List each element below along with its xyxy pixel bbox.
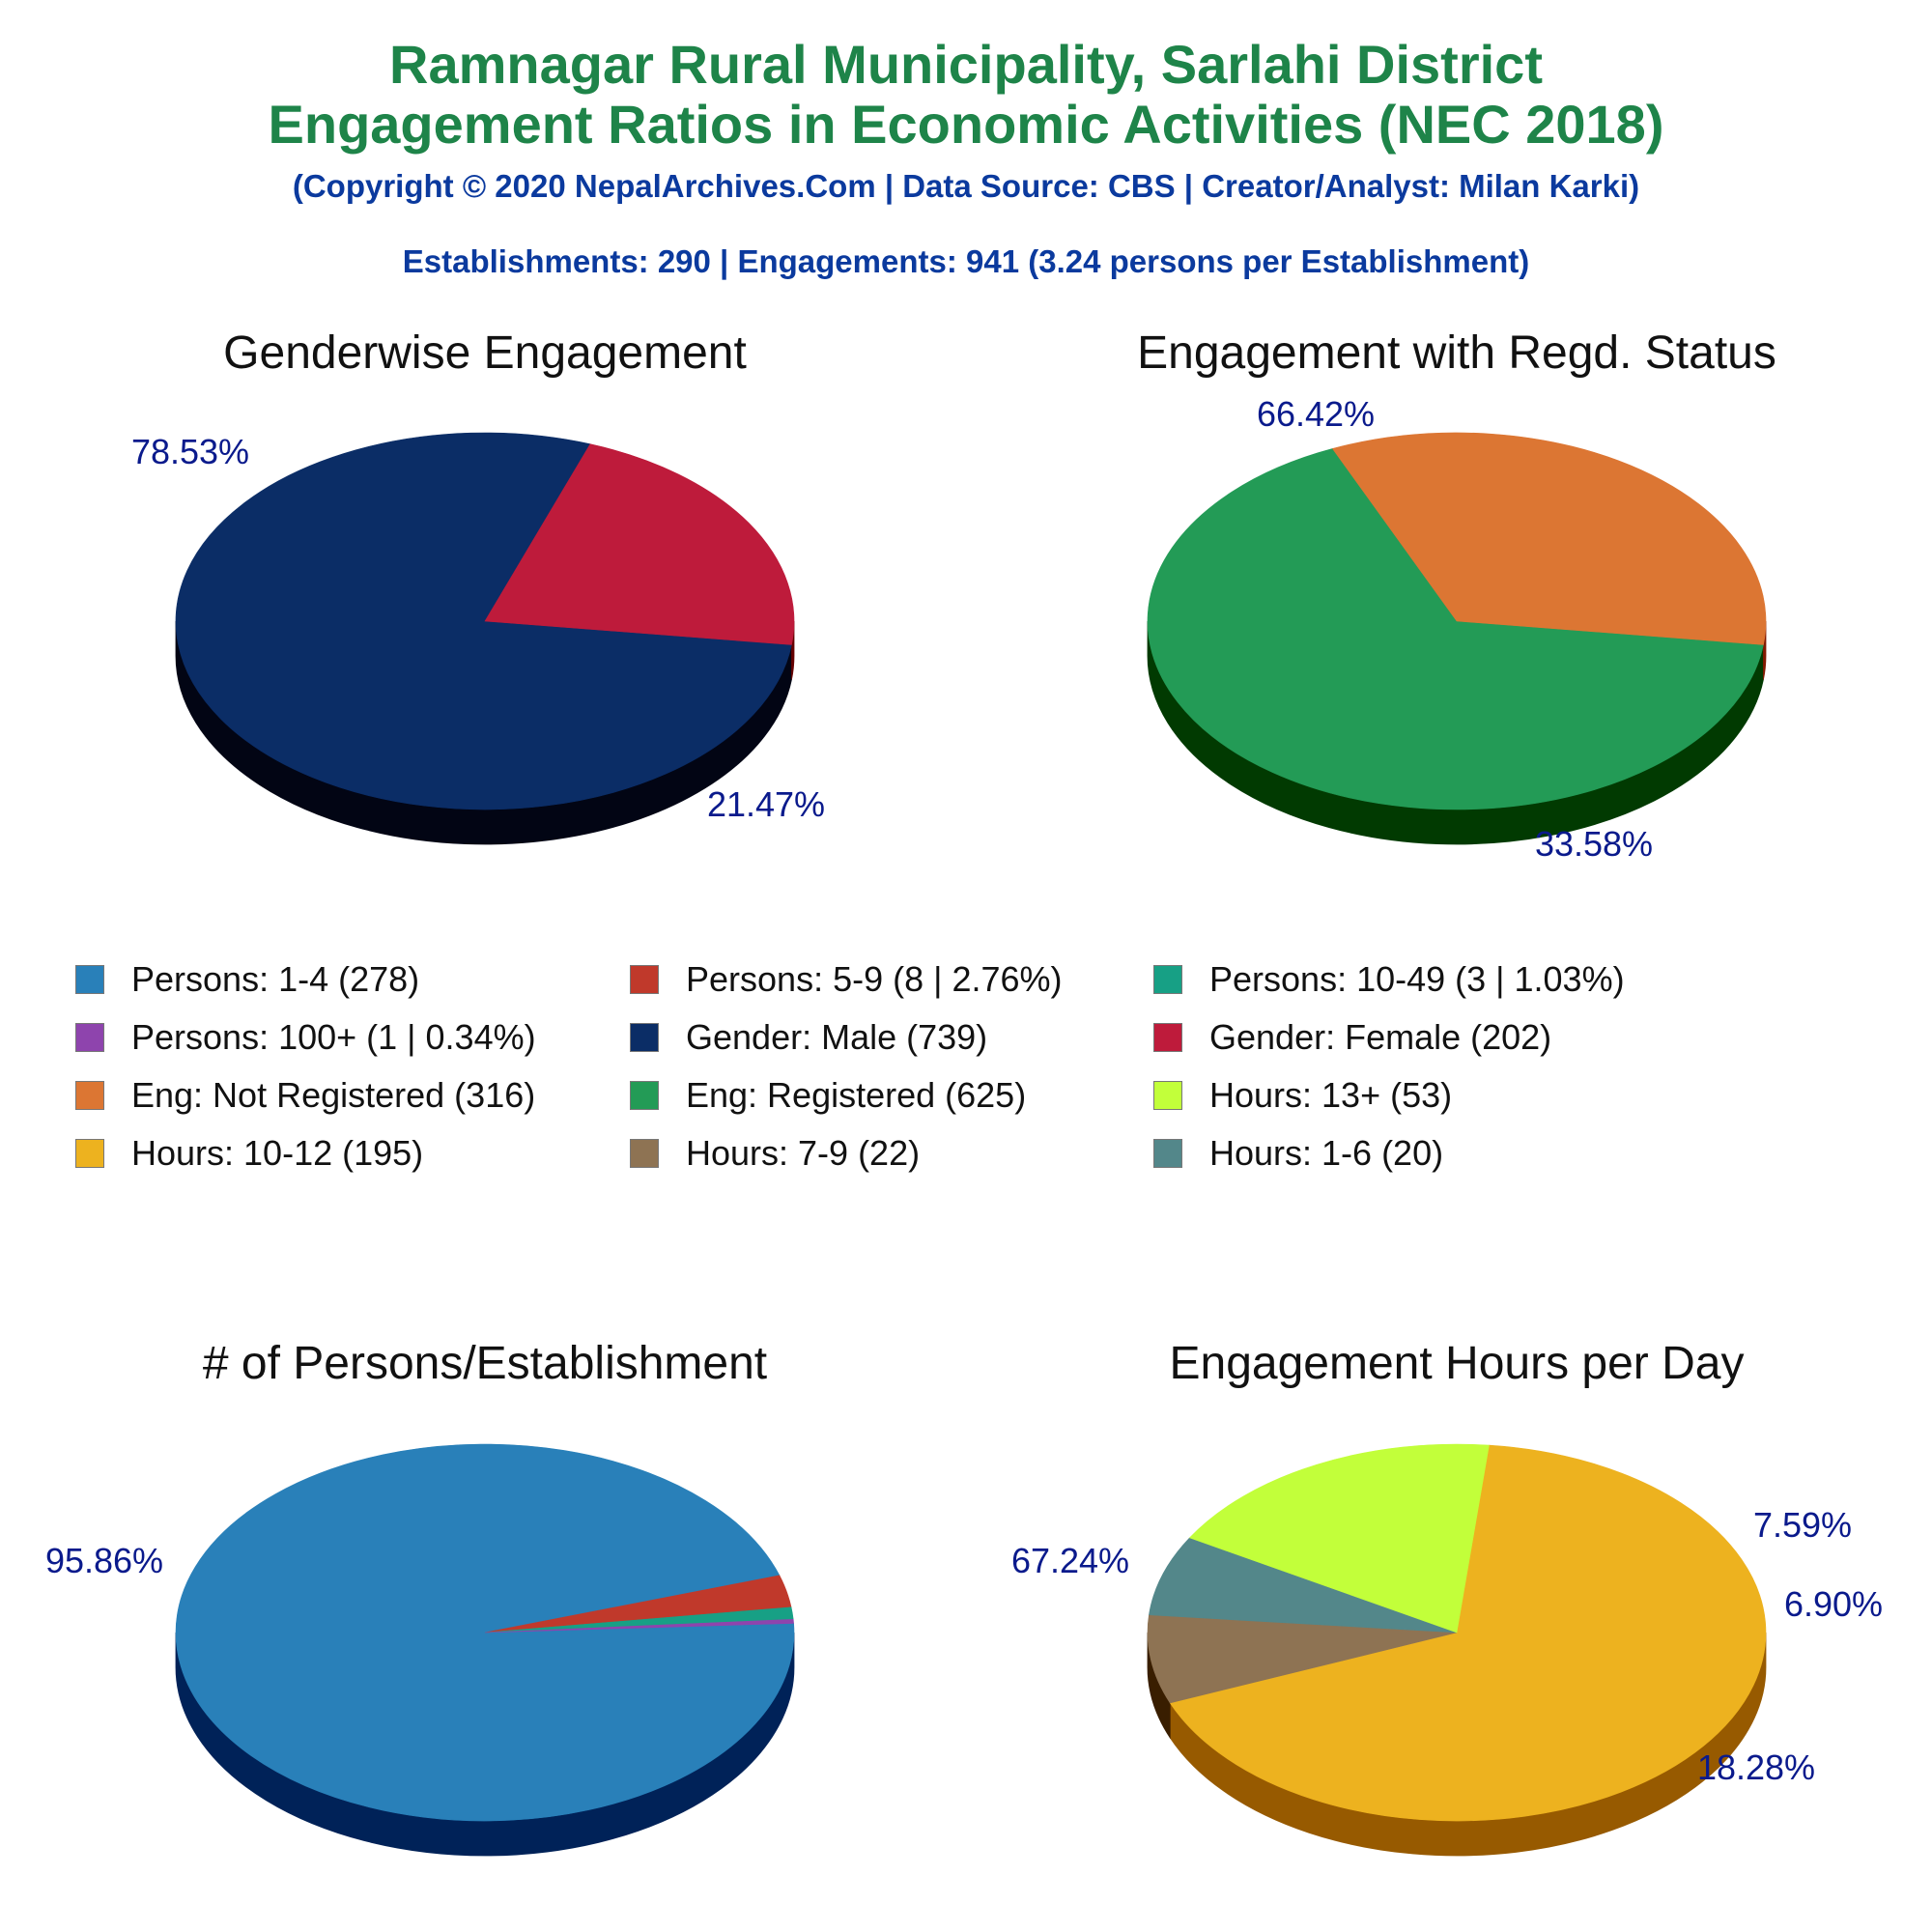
- legend-label: Hours: 7-9 (22): [686, 1133, 921, 1173]
- chart-title: Ramnagar Rural Municipality, Sarlahi Dis…: [389, 34, 1543, 95]
- legend-swatch: [1153, 1081, 1182, 1110]
- pie-slice-label: 67.24%: [1011, 1541, 1129, 1580]
- legend-swatch: [75, 1081, 104, 1110]
- legend-label: Persons: 5-9 (8 | 2.76%): [686, 959, 1063, 999]
- pie-slice: [1188, 1443, 1490, 1634]
- legend-label: Hours: 13+ (53): [1209, 1075, 1453, 1115]
- pie-slice-label: 95.86%: [45, 1541, 163, 1580]
- pie-chart: # of Persons/Establishment 95.86%: [45, 1338, 795, 1857]
- legend-swatch: [75, 1023, 104, 1052]
- pie-slice-label: 6.90%: [1784, 1584, 1883, 1624]
- legend-label: Persons: 1-4 (278): [131, 959, 420, 999]
- legend-item: Hours: 1-6 (20): [1153, 1132, 1443, 1175]
- legend-swatch: [630, 1023, 659, 1052]
- pie-slice-label: 7.59%: [1753, 1505, 1852, 1545]
- pie-slice: [1331, 432, 1767, 645]
- pie-slice: [1149, 1537, 1458, 1634]
- legend-label: Hours: 10-12 (195): [131, 1133, 424, 1173]
- pie-slice: [1147, 1614, 1458, 1704]
- legend-swatch: [630, 1139, 659, 1168]
- legend-item: Hours: 10-12 (195): [75, 1132, 423, 1175]
- legend-label: Gender: Male (739): [686, 1017, 988, 1057]
- legend-label: Persons: 10-49 (3 | 1.03%): [1209, 959, 1625, 999]
- pie-chart: Engagement with Regd. Status 66.42% 33.58%: [1137, 327, 1776, 864]
- chart-subtitle: Engagement Ratios in Economic Activities…: [268, 94, 1664, 155]
- legend-label: Eng: Registered (625): [686, 1075, 1027, 1115]
- legend-item: Hours: 13+ (53): [1153, 1074, 1452, 1117]
- pie-slice-label: 66.42%: [1257, 394, 1375, 434]
- pie-slice: [484, 443, 795, 645]
- pie-slice-label: 78.53%: [131, 432, 249, 471]
- legend-item: Gender: Male (739): [630, 1016, 987, 1059]
- pie-slice-label: 21.47%: [707, 784, 825, 824]
- pie-slice-label: 18.28%: [1697, 1747, 1815, 1787]
- legend-item: Eng: Not Registered (316): [75, 1074, 535, 1117]
- legend-swatch: [1153, 1139, 1182, 1168]
- legend-swatch: [1153, 1023, 1182, 1052]
- pie-slice: [1169, 1444, 1767, 1822]
- legend-swatch: [630, 965, 659, 994]
- pie-title: Engagement Hours per Day: [1170, 1338, 1745, 1389]
- legend-item: Persons: 5-9 (8 | 2.76%): [630, 958, 1063, 1001]
- legend-swatch: [630, 1081, 659, 1110]
- pie-slice: [175, 432, 792, 810]
- pie-title: Engagement with Regd. Status: [1137, 327, 1776, 379]
- legend-swatch: [75, 965, 104, 994]
- legend-item: Gender: Female (202): [1153, 1016, 1551, 1059]
- pie-title: # of Persons/Establishment: [203, 1338, 767, 1389]
- legend-item: Persons: 10-49 (3 | 1.03%): [1153, 958, 1625, 1001]
- legend-swatch: [75, 1139, 104, 1168]
- summary-text: Establishments: 290 | Engagements: 941 (…: [402, 243, 1530, 279]
- pie-chart: Engagement Hours per Day 67.24% 7.59% 6.90%…: [1011, 1338, 1883, 1857]
- pie-slice-label: 33.58%: [1535, 824, 1653, 864]
- copyright-text: (Copyright © 2020 NepalArchives.Com | Da…: [292, 168, 1640, 204]
- pie-slice: [1147, 448, 1764, 810]
- legend-label: Persons: 100+ (1 | 0.34%): [131, 1017, 536, 1057]
- legend-label: Eng: Not Registered (316): [131, 1075, 536, 1115]
- legend-swatch: [1153, 965, 1182, 994]
- legend-label: Gender: Female (202): [1209, 1017, 1552, 1057]
- legend-item: Persons: 1-4 (278): [75, 958, 419, 1001]
- pie-slice: [484, 1619, 794, 1634]
- pie-title: Genderwise Engagement: [223, 327, 747, 379]
- pie-chart: Genderwise Engagement 78.53% 21.47%: [131, 327, 825, 845]
- legend-item: Eng: Registered (625): [630, 1074, 1026, 1117]
- legend-item: Hours: 7-9 (22): [630, 1132, 920, 1175]
- legend-item: Persons: 100+ (1 | 0.34%): [75, 1016, 536, 1059]
- legend-label: Hours: 1-6 (20): [1209, 1133, 1444, 1173]
